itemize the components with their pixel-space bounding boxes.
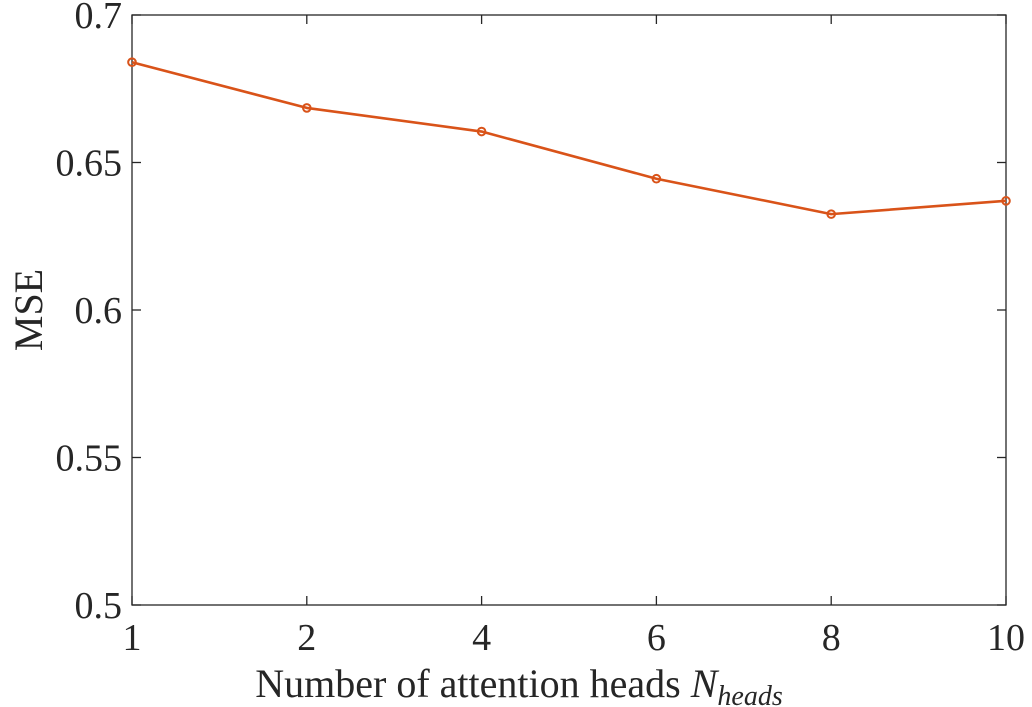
y-tick-label: 0.7 (75, 0, 123, 37)
y-tick-label: 0.5 (75, 585, 123, 627)
data-point (127, 57, 137, 68)
axis-ticks (131, 14, 1007, 606)
x-tick-labels: 1 2 4 6 8 10 (123, 617, 1026, 659)
series-layer (127, 57, 1011, 219)
series-line (131, 60, 1007, 216)
y-tick-label: 0.6 (75, 290, 123, 332)
x-tick-label: 6 (647, 617, 666, 659)
data-point (476, 126, 487, 137)
y-tick-label: 0.65 (56, 143, 123, 185)
data-point (1001, 196, 1011, 206)
x-tick-label: 2 (297, 617, 316, 659)
data-point (826, 209, 837, 219)
data-point (302, 103, 312, 113)
x-axis-label: Number of attention heads Nheads (255, 661, 783, 707)
y-axis-label: MSE (6, 269, 51, 351)
x-tick-label: 1 (123, 617, 142, 659)
x-axis-label-symbol: N (690, 661, 720, 706)
data-point (651, 173, 662, 184)
x-tick-label: 4 (472, 617, 491, 659)
x-tick-label: 10 (987, 617, 1025, 659)
axes-box (131, 14, 1007, 606)
x-axis-label-subscript: heads (717, 681, 782, 707)
x-axis-label-text: Number of attention heads (255, 661, 690, 706)
x-tick-label: 8 (822, 617, 841, 659)
y-tick-labels: 0.5 0.55 0.6 0.65 0.7 (56, 0, 123, 627)
y-tick-label: 0.55 (56, 438, 123, 480)
